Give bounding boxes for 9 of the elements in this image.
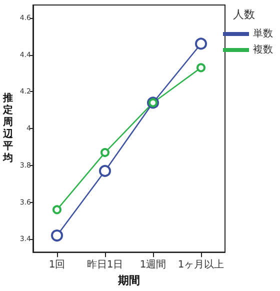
- y-axis-title: 推定周辺平均: [2, 92, 14, 164]
- legend-label: 複数: [253, 44, 273, 56]
- x-tick-label: 1週間: [140, 260, 166, 271]
- legend-title: 人数: [233, 8, 255, 21]
- x-tick-label: 昨日1日: [86, 258, 124, 271]
- x-tick-label: 1ヶ月以上: [178, 258, 224, 271]
- x-axis-title: 期間: [117, 274, 140, 287]
- legend-label: 単数: [253, 28, 273, 40]
- x-tick-label: 1回: [48, 260, 66, 271]
